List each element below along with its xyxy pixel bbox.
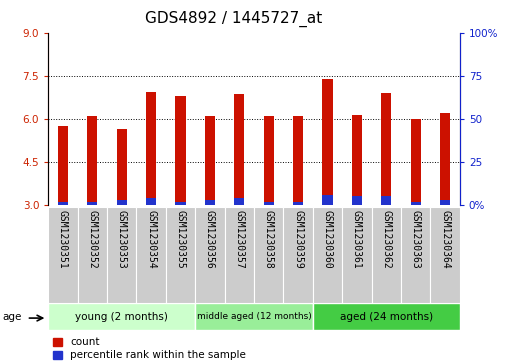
- Text: young (2 months): young (2 months): [75, 312, 168, 322]
- Bar: [175, 96, 185, 205]
- Text: GSM1230351: GSM1230351: [58, 210, 68, 269]
- Bar: [293, 202, 303, 205]
- Bar: [283, 207, 313, 303]
- Text: middle aged (12 months): middle aged (12 months): [197, 312, 311, 321]
- Bar: [313, 303, 460, 330]
- Bar: [58, 126, 68, 205]
- Bar: [117, 200, 127, 205]
- Bar: [195, 303, 313, 330]
- Text: GSM1230363: GSM1230363: [410, 210, 421, 269]
- Bar: [78, 207, 107, 303]
- Text: GSM1230360: GSM1230360: [323, 210, 332, 269]
- Text: GSM1230356: GSM1230356: [205, 210, 215, 269]
- Bar: [323, 195, 333, 205]
- Bar: [440, 113, 450, 205]
- Bar: [166, 207, 195, 303]
- Bar: [58, 202, 68, 205]
- Bar: [352, 115, 362, 205]
- Bar: [371, 207, 401, 303]
- Bar: [195, 207, 225, 303]
- Bar: [146, 198, 156, 205]
- Text: aged (24 months): aged (24 months): [340, 312, 433, 322]
- Bar: [117, 129, 127, 205]
- Bar: [225, 207, 254, 303]
- Bar: [48, 207, 78, 303]
- Bar: [401, 207, 430, 303]
- Text: GDS4892 / 1445727_at: GDS4892 / 1445727_at: [145, 11, 322, 27]
- Bar: [87, 202, 98, 205]
- Bar: [254, 207, 283, 303]
- Bar: [205, 200, 215, 205]
- Bar: [264, 202, 274, 205]
- Bar: [293, 116, 303, 205]
- Text: age: age: [3, 312, 22, 322]
- Bar: [205, 116, 215, 205]
- Bar: [48, 303, 195, 330]
- Text: GSM1230354: GSM1230354: [146, 210, 156, 269]
- Text: GSM1230352: GSM1230352: [87, 210, 98, 269]
- Text: GSM1230358: GSM1230358: [264, 210, 274, 269]
- Bar: [234, 198, 244, 205]
- Bar: [146, 91, 156, 205]
- Bar: [440, 200, 450, 205]
- Bar: [381, 196, 391, 205]
- Text: GSM1230353: GSM1230353: [117, 210, 126, 269]
- Bar: [234, 94, 244, 205]
- Bar: [352, 196, 362, 205]
- Bar: [137, 207, 166, 303]
- Text: GSM1230361: GSM1230361: [352, 210, 362, 269]
- Bar: [381, 93, 391, 205]
- Bar: [313, 207, 342, 303]
- Text: GSM1230355: GSM1230355: [176, 210, 185, 269]
- Bar: [323, 79, 333, 205]
- Bar: [87, 116, 98, 205]
- Text: GSM1230359: GSM1230359: [293, 210, 303, 269]
- Bar: [410, 202, 421, 205]
- Bar: [107, 207, 137, 303]
- Bar: [430, 207, 460, 303]
- Bar: [410, 119, 421, 205]
- Bar: [175, 202, 185, 205]
- Bar: [264, 116, 274, 205]
- Text: GSM1230357: GSM1230357: [234, 210, 244, 269]
- Legend: count, percentile rank within the sample: count, percentile rank within the sample: [53, 337, 246, 360]
- Text: GSM1230364: GSM1230364: [440, 210, 450, 269]
- Text: GSM1230362: GSM1230362: [382, 210, 391, 269]
- Bar: [342, 207, 371, 303]
